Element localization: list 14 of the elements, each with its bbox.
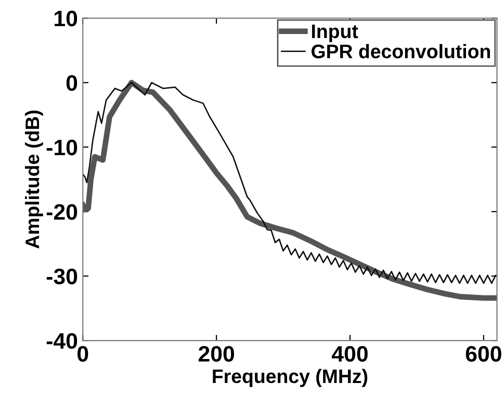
y-tick-label: -20 — [46, 204, 78, 220]
y-axis-title: Amplitude (dB) — [24, 110, 44, 249]
legend-label: GPR deconvolution — [312, 44, 490, 58]
legend-label: Input — [312, 24, 358, 42]
y-tick-label: -10 — [46, 140, 78, 156]
x-tick-label: 0 — [78, 346, 88, 362]
x-axis-title: Frequency (MHz) — [212, 368, 368, 388]
y-tick-label: 10 — [54, 10, 78, 26]
y-tick-label: -30 — [46, 268, 78, 284]
x-tick-label: 400 — [332, 346, 368, 362]
x-tick-label: 200 — [198, 346, 234, 362]
y-tick-label: -40 — [46, 333, 78, 349]
y-tick-label: 0 — [66, 75, 78, 91]
x-tick-label: 600 — [466, 346, 502, 362]
